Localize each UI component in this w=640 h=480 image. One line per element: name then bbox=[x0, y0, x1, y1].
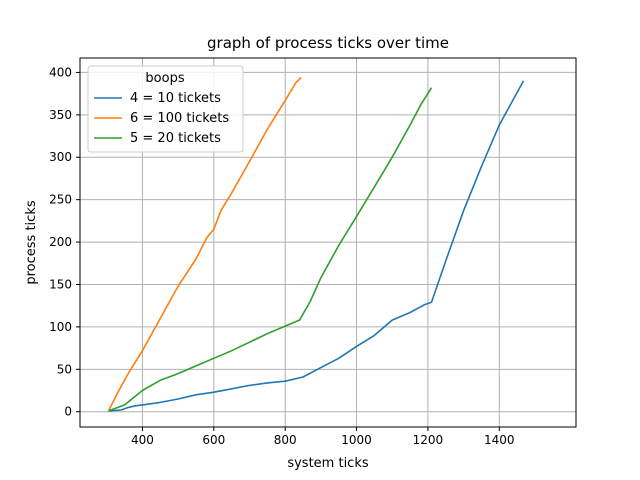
legend-entry: 6 = 100 tickets bbox=[130, 111, 229, 126]
y-tick-label: 400 bbox=[49, 65, 72, 79]
x-tick-label: 1000 bbox=[341, 433, 372, 447]
legend-box bbox=[87, 65, 244, 153]
series-line bbox=[108, 80, 525, 412]
y-tick-label: 100 bbox=[49, 320, 72, 334]
legend-title: boops bbox=[145, 71, 184, 86]
legend: boops 4 = 10 tickets 6 = 100 tickets 5 = 2… bbox=[87, 65, 244, 153]
x-axis-label: system ticks bbox=[287, 456, 369, 471]
series-line bbox=[108, 87, 433, 412]
grid-lines bbox=[80, 58, 576, 427]
y-tick-label: 150 bbox=[49, 277, 72, 291]
y-tick-label: 350 bbox=[49, 108, 72, 122]
y-tick-label: 200 bbox=[49, 235, 72, 249]
x-tick-label: 800 bbox=[274, 433, 297, 447]
x-tick-label: 600 bbox=[202, 433, 225, 447]
series-line bbox=[107, 76, 302, 412]
x-tick-label: 1200 bbox=[413, 433, 444, 447]
y-tick-label: 300 bbox=[49, 150, 72, 164]
axis-ticks: 400 600 800 1000 1200 1400 0 50 100 150 200 250 300 3… bbox=[49, 65, 514, 447]
chart-title: graph of process ticks over time bbox=[207, 34, 449, 52]
y-axis-label: process ticks bbox=[24, 200, 39, 284]
series-lines bbox=[107, 76, 525, 412]
x-tick-label: 400 bbox=[131, 433, 154, 447]
x-tick-label: 1400 bbox=[484, 433, 515, 447]
y-tick-label: 250 bbox=[49, 193, 72, 207]
legend-entries: 4 = 10 tickets 6 = 100 tickets 5 = 20 tick… bbox=[94, 91, 229, 146]
legend-entry: 4 = 10 tickets bbox=[130, 91, 221, 106]
y-tick-label: 0 bbox=[64, 405, 72, 419]
y-tick-label: 50 bbox=[57, 362, 72, 376]
legend-entry: 5 = 20 tickets bbox=[130, 131, 221, 146]
